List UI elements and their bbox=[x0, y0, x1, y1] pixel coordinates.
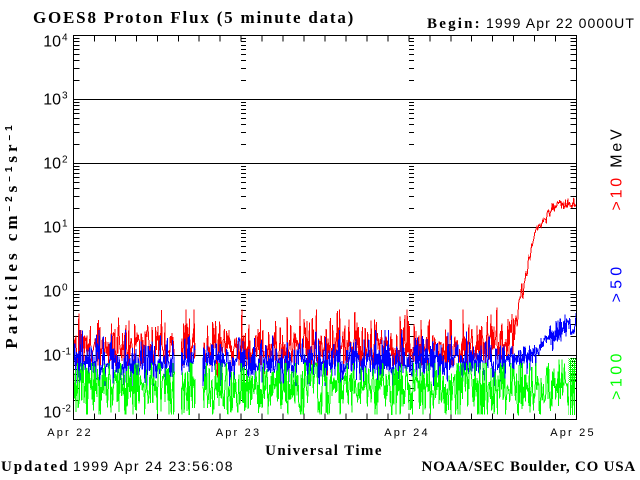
svg-text:0: 0 bbox=[62, 283, 68, 294]
svg-text:-1: -1 bbox=[62, 347, 71, 358]
svg-text:4: 4 bbox=[62, 33, 68, 44]
svg-text:NOAA/SEC Boulder, CO USA: NOAA/SEC Boulder, CO USA bbox=[421, 459, 636, 475]
svg-text:>50: >50 bbox=[609, 263, 626, 303]
svg-text:10: 10 bbox=[43, 92, 61, 109]
svg-text:-2: -2 bbox=[62, 404, 71, 415]
svg-text:Particles cm–2s–1sr–1: Particles cm–2s–1sr–1 bbox=[2, 121, 21, 348]
svg-text:1999 Apr 24 23:56:08: 1999 Apr 24 23:56:08 bbox=[73, 458, 234, 474]
svg-text:10: 10 bbox=[43, 156, 61, 173]
svg-text:Apr 24: Apr 24 bbox=[384, 427, 430, 439]
svg-text:1999 Apr 22 0000UT: 1999 Apr 22 0000UT bbox=[486, 15, 635, 31]
svg-text:10: 10 bbox=[43, 220, 61, 237]
svg-text:>10 MeV: >10 MeV bbox=[609, 126, 626, 210]
svg-text:Universal Time: Universal Time bbox=[265, 443, 383, 459]
svg-text:10: 10 bbox=[43, 405, 61, 422]
svg-text:Apr 23: Apr 23 bbox=[216, 427, 262, 439]
svg-text:>100: >100 bbox=[609, 350, 626, 400]
svg-text:Apr 22: Apr 22 bbox=[47, 427, 93, 439]
svg-text:10: 10 bbox=[43, 284, 61, 301]
svg-text:Updated: Updated bbox=[1, 459, 69, 475]
svg-text:Apr 25: Apr 25 bbox=[550, 427, 596, 439]
svg-text:10: 10 bbox=[43, 348, 61, 365]
svg-text:GOES8 Proton Flux (5 minute da: GOES8 Proton Flux (5 minute data) bbox=[33, 8, 355, 27]
svg-text:2: 2 bbox=[62, 155, 68, 166]
svg-text:Begin:: Begin: bbox=[427, 16, 482, 32]
svg-text:1: 1 bbox=[62, 219, 68, 230]
svg-text:3: 3 bbox=[62, 91, 68, 102]
svg-text:10: 10 bbox=[43, 34, 61, 51]
